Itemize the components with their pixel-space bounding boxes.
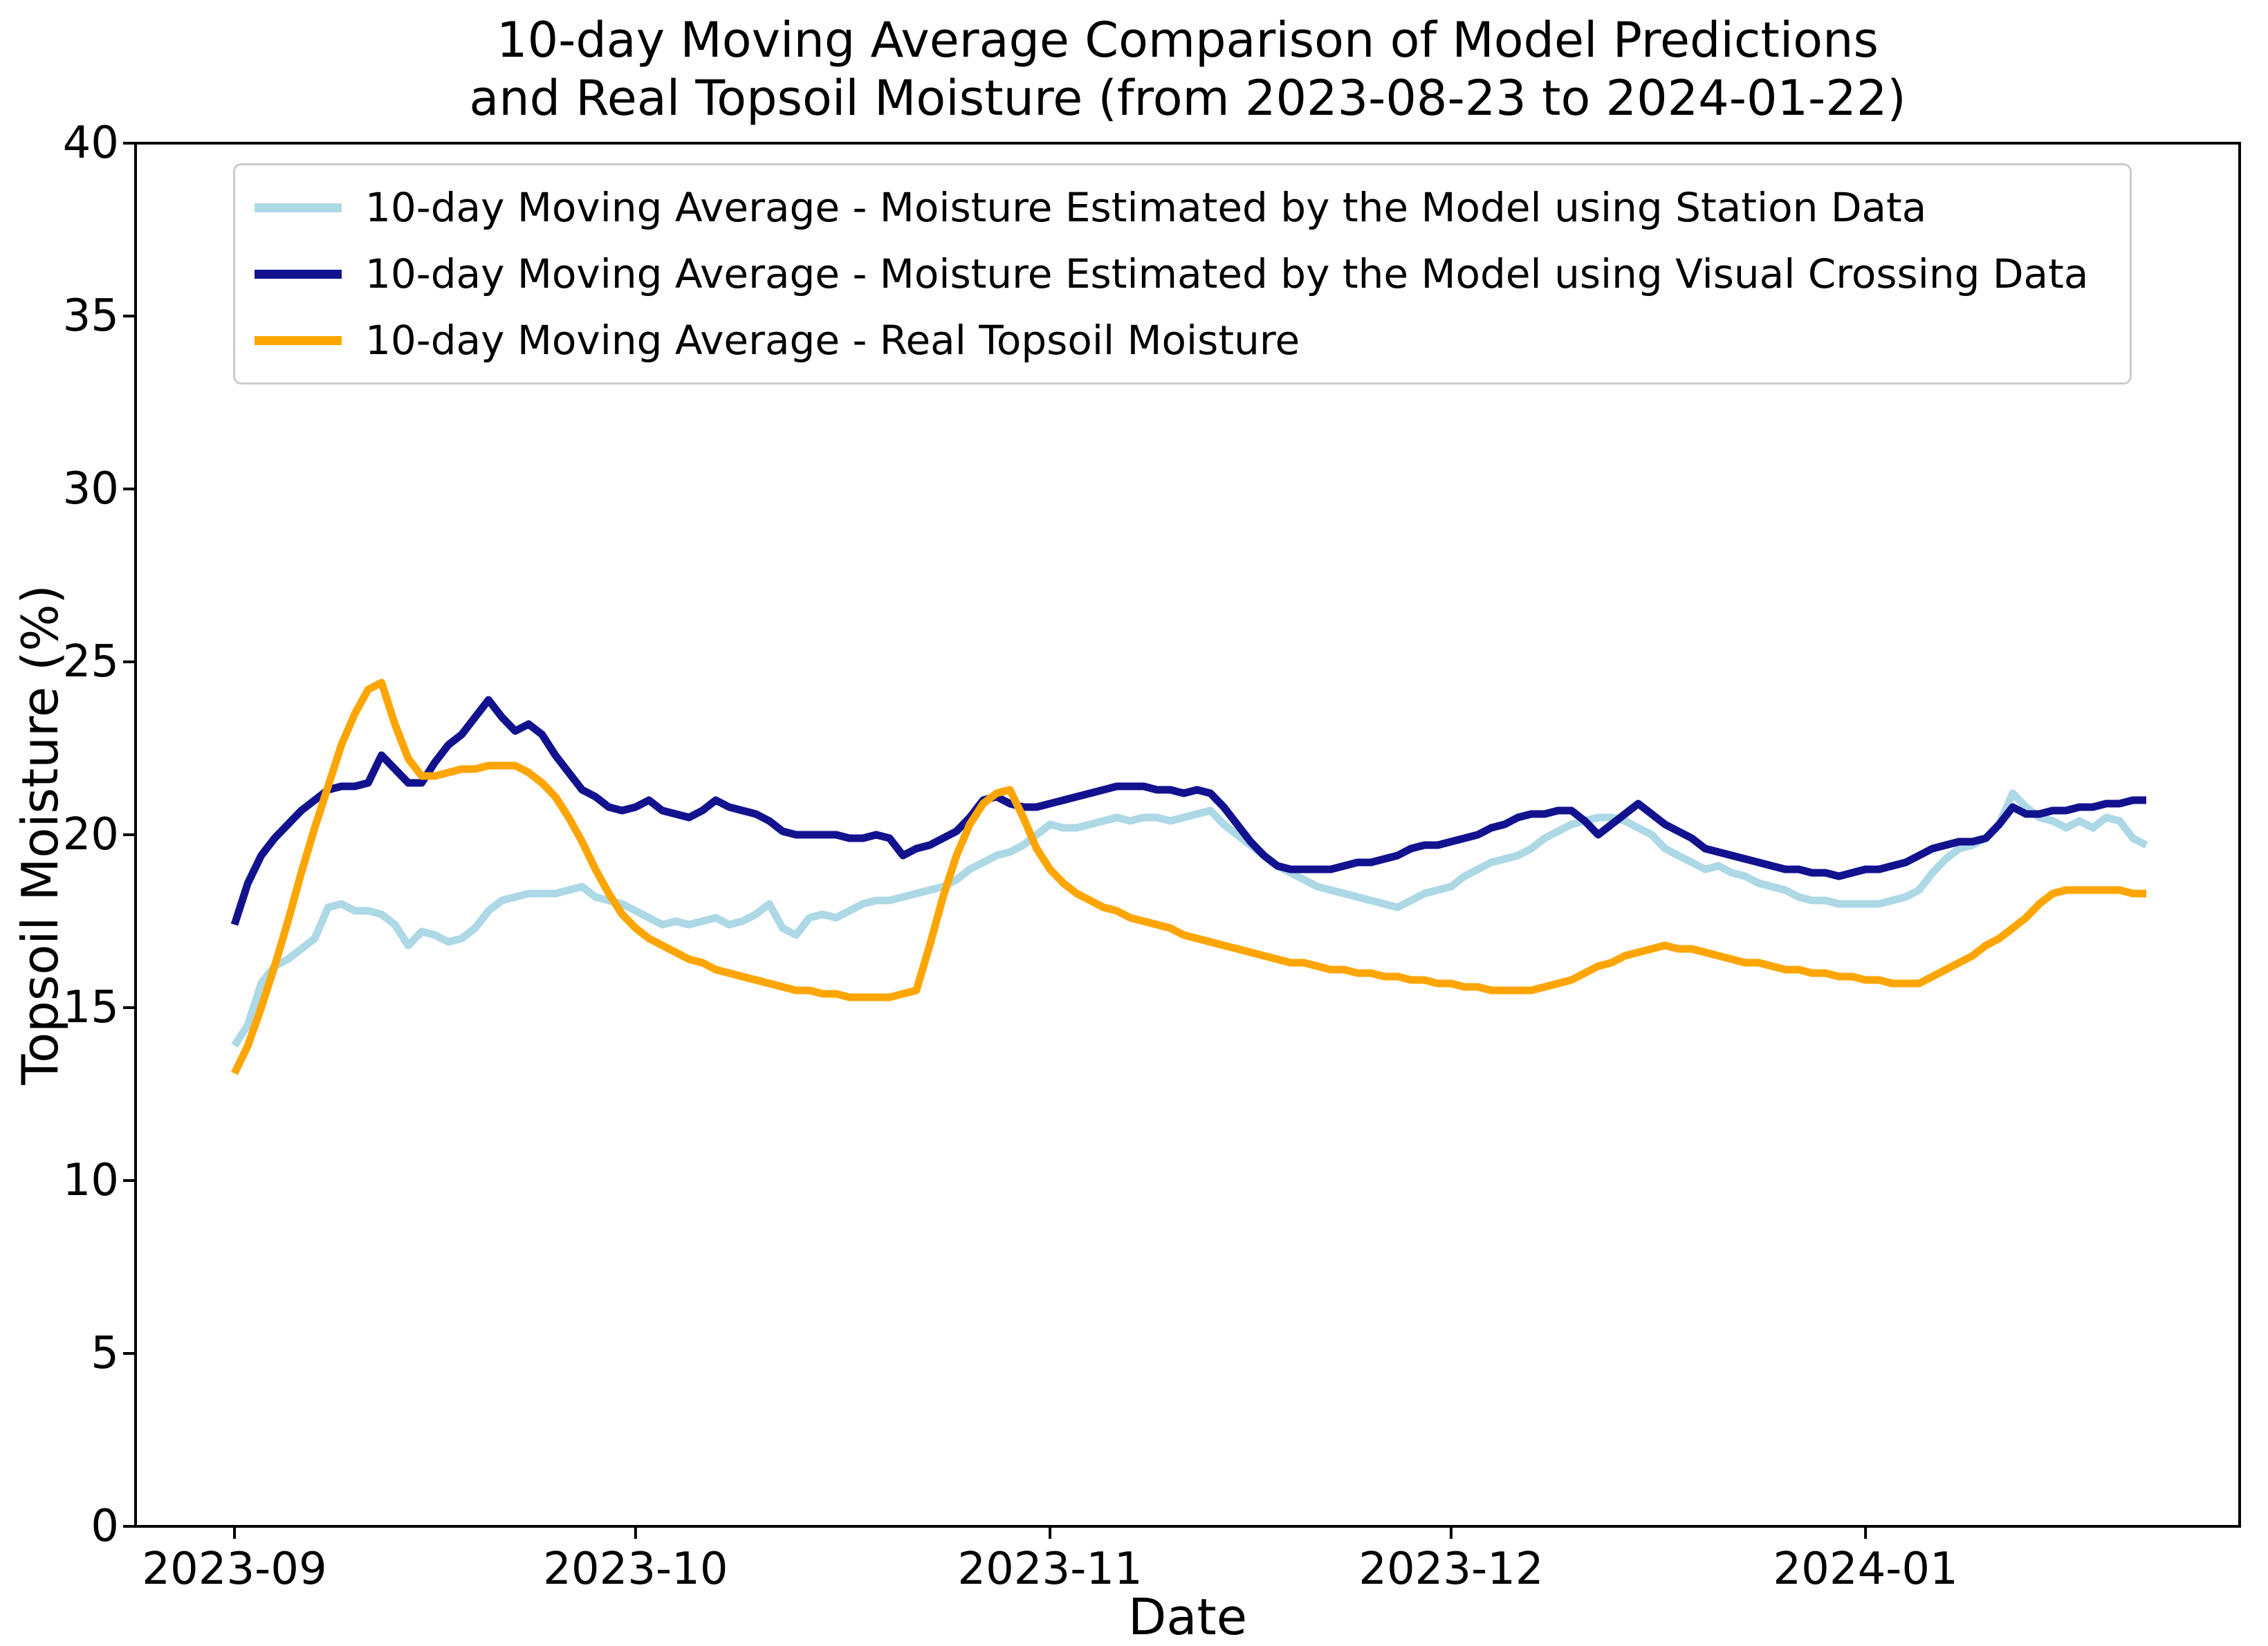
legend-label: 10-day Moving Average - Moisture Estimat… xyxy=(365,184,1927,231)
legend-item: 10-day Moving Average - Moisture Estimat… xyxy=(255,250,2088,298)
y-tick-label: 10 xyxy=(62,1155,119,1206)
chart-title-line2: and Real Topsoil Moisture (from 2023-08-… xyxy=(469,70,1906,127)
legend-item: 10-day Moving Average - Moisture Estimat… xyxy=(255,183,2088,232)
x-tick-label: 2023-12 xyxy=(1358,1544,1544,1595)
legend-swatch-real-topsoil xyxy=(255,335,342,345)
y-tick-label: 40 xyxy=(62,118,119,169)
series-line-visual-crossing xyxy=(230,696,2146,926)
series-line-real-topsoil xyxy=(231,678,2146,1075)
legend-swatch-visual-crossing xyxy=(255,269,342,279)
legend-label: 10-day Moving Average - Moisture Estimat… xyxy=(365,250,2089,297)
y-tick-label: 0 xyxy=(91,1501,119,1552)
series-line-station xyxy=(231,789,2148,1048)
legend-item: 10-day Moving Average - Real Topsoil Moi… xyxy=(255,316,2088,364)
x-tick-label: 2023-11 xyxy=(957,1544,1143,1595)
chart-title-line1: 10-day Moving Average Comparison of Mode… xyxy=(497,12,1879,68)
legend-swatch-station xyxy=(255,203,342,212)
y-tick-label: 25 xyxy=(62,636,119,687)
y-tick-label: 20 xyxy=(62,809,119,860)
legend-label: 10-day Moving Average - Real Topsoil Moi… xyxy=(365,317,1300,364)
y-tick-label: 5 xyxy=(91,1328,119,1379)
x-axis-label: Date xyxy=(1127,1588,1248,1646)
y-tick-label: 15 xyxy=(62,982,119,1033)
y-tick-label: 30 xyxy=(62,463,119,515)
legend: 10-day Moving Average - Moisture Estimat… xyxy=(233,163,2132,385)
x-tick-label: 2024-01 xyxy=(1773,1544,1958,1595)
x-tick-label: 2023-10 xyxy=(543,1544,728,1595)
x-tick-label: 2023-09 xyxy=(142,1544,327,1595)
y-tick-label: 35 xyxy=(62,290,119,342)
